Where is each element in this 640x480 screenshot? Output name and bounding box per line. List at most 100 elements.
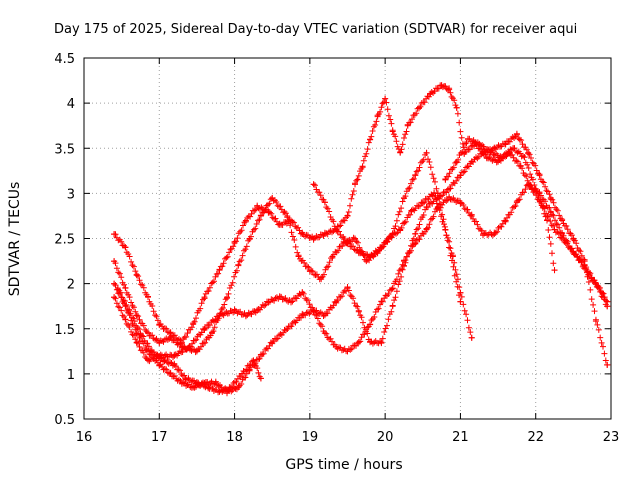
data-point: [374, 113, 381, 120]
data-point: [193, 379, 200, 386]
data-point: [167, 370, 174, 377]
data-point: [404, 122, 411, 129]
series-track-4: [111, 181, 611, 365]
y-tick-label: 1: [67, 368, 75, 383]
data-point: [235, 384, 242, 391]
data-point: [431, 190, 438, 197]
data-point: [111, 258, 118, 265]
data-point: [310, 181, 317, 188]
data-point: [178, 379, 185, 386]
data-point: [111, 294, 118, 301]
data-point: [284, 212, 291, 219]
data-point: [363, 258, 370, 265]
data-point: [464, 136, 471, 143]
data-point: [521, 154, 528, 161]
data-point: [385, 235, 392, 242]
x-tick-label: 22: [527, 430, 544, 445]
data-point: [397, 149, 404, 156]
y-tick-label: 3: [67, 187, 75, 202]
data-point: [592, 316, 599, 323]
series-track-7: [442, 135, 558, 274]
data-point: [491, 230, 498, 237]
data-point: [483, 154, 490, 161]
data-point: [216, 388, 223, 395]
data-point: [525, 149, 532, 156]
data-point: [254, 203, 261, 210]
data-point: [487, 149, 494, 156]
data-point: [532, 185, 539, 192]
y-axis-label: SDTVAR / TECUs: [7, 182, 23, 297]
data-point: [517, 163, 524, 170]
data-point: [299, 230, 306, 237]
data-point: [367, 339, 374, 346]
x-tick-label: 19: [302, 430, 319, 445]
x-axis-label: GPS time / hours: [285, 457, 402, 473]
data-point: [457, 289, 464, 296]
data-point: [205, 384, 212, 391]
data-point: [495, 158, 502, 165]
x-tick-label: 18: [226, 430, 243, 445]
y-tick-label: 4.5: [54, 52, 75, 67]
data-point: [510, 145, 517, 152]
data-point: [453, 104, 460, 111]
data-point: [562, 240, 569, 247]
data-point: [212, 379, 219, 386]
data-point: [604, 298, 611, 305]
data-point: [122, 303, 129, 310]
data-point: [122, 316, 129, 323]
data-point: [502, 217, 509, 224]
data-point: [513, 199, 520, 206]
data-point: [208, 330, 215, 337]
data-point: [352, 181, 359, 188]
data-point: [201, 325, 208, 332]
data-point: [574, 253, 581, 260]
data-point: [355, 339, 362, 346]
y-tick-label: 2: [67, 278, 75, 293]
data-point: [246, 235, 253, 242]
data-point: [321, 199, 328, 206]
data-point: [133, 312, 140, 319]
data-point: [186, 343, 193, 350]
data-point: [397, 226, 404, 233]
data-point: [389, 303, 396, 310]
data-point: [239, 370, 246, 377]
data-point: [329, 253, 336, 260]
data-point: [551, 267, 558, 274]
data-point: [133, 271, 140, 278]
data-point: [457, 298, 464, 305]
x-tick-label: 21: [452, 430, 469, 445]
data-point: [367, 321, 374, 328]
data-point: [122, 285, 129, 292]
data-point: [321, 230, 328, 237]
data-point: [148, 348, 155, 355]
data-point: [423, 149, 430, 156]
data-series: [111, 82, 611, 397]
data-point: [446, 86, 453, 93]
series-track-2: [111, 189, 475, 356]
data-point: [468, 212, 475, 219]
y-tick-label: 2.5: [54, 233, 75, 248]
series-track-3: [111, 130, 611, 397]
data-point: [378, 339, 385, 346]
data-point: [156, 361, 163, 368]
data-point: [310, 235, 317, 242]
data-point: [355, 307, 362, 314]
data-point: [547, 194, 554, 201]
data-point: [295, 253, 302, 260]
data-point: [156, 321, 163, 328]
series-track-5: [114, 285, 264, 396]
data-point: [201, 294, 208, 301]
data-point: [333, 343, 340, 350]
data-point: [276, 294, 283, 301]
data-point: [265, 208, 272, 215]
data-point: [434, 194, 441, 201]
data-point: [446, 244, 453, 251]
data-point: [171, 361, 178, 368]
data-point: [378, 298, 385, 305]
data-point: [389, 127, 396, 134]
data-point: [227, 384, 234, 391]
data-point: [156, 339, 163, 346]
data-point: [182, 375, 189, 382]
data-point: [299, 289, 306, 296]
